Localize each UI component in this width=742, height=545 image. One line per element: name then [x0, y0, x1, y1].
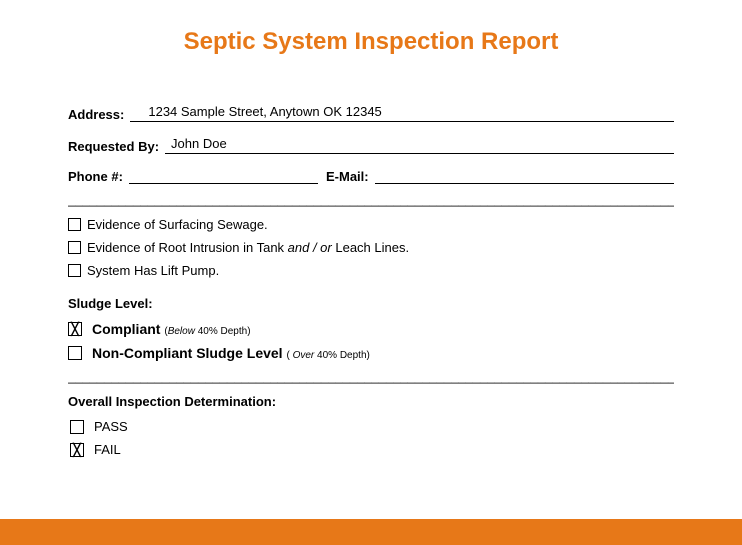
requested-by-row: Requested By: John Doe — [68, 136, 674, 154]
evidence-root-checkbox[interactable] — [68, 241, 81, 254]
sludge-compliant-label: Compliant (Below 40% Depth) — [92, 321, 251, 337]
phone-label: Phone #: — [68, 169, 129, 184]
phone-email-row: Phone #: E-Mail: — [68, 168, 674, 184]
page-title: Septic System Inspection Report — [68, 28, 674, 56]
determination-fail-checkbox[interactable]: ╳ — [70, 443, 84, 457]
sludge-noncompliant-paren-post: 40% Depth) — [314, 350, 370, 361]
address-value[interactable]: 1234 Sample Street, Anytown OK 12345 — [130, 104, 674, 122]
requested-by-label: Requested By: — [68, 139, 165, 154]
evidence-surfacing-row: Evidence of Surfacing Sewage. — [68, 217, 674, 232]
evidence-root-prefix: Evidence of Root Intrusion in Tank — [87, 240, 288, 255]
sludge-heading: Sludge Level: — [68, 296, 674, 311]
address-row: Address: 1234 Sample Street, Anytown OK … — [68, 104, 674, 122]
sludge-compliant-row: ╳ Compliant (Below 40% Depth) — [68, 321, 674, 337]
evidence-root-row: Evidence of Root Intrusion in Tank and /… — [68, 240, 674, 255]
evidence-surfacing-checkbox[interactable] — [68, 218, 81, 231]
determination-colon: : — [272, 394, 276, 409]
divider-1: ________________________________________… — [68, 192, 674, 207]
email-label: E-Mail: — [326, 169, 375, 184]
address-label: Address: — [68, 107, 130, 122]
sludge-noncompliant-checkbox[interactable] — [68, 346, 82, 360]
determination-pass-checkbox[interactable] — [70, 420, 84, 434]
determination-heading-text: Overall Inspection Determination — [68, 394, 272, 409]
determination-pass-row: PASS — [70, 419, 674, 434]
divider-2: ________________________________________… — [68, 369, 674, 384]
evidence-surfacing-label: Evidence of Surfacing Sewage. — [87, 217, 268, 232]
evidence-liftpump-label: System Has Lift Pump. — [87, 263, 219, 278]
bottom-accent-bar — [0, 519, 742, 545]
determination-heading: Overall Inspection Determination: — [68, 394, 674, 409]
sludge-noncompliant-row: Non-Compliant Sludge Level ( Over 40% De… — [68, 345, 674, 361]
evidence-liftpump-checkbox[interactable] — [68, 264, 81, 277]
determination-pass-label: PASS — [94, 419, 128, 434]
evidence-liftpump-row: System Has Lift Pump. — [68, 263, 674, 278]
evidence-root-suffix: Leach Lines. — [332, 240, 409, 255]
sludge-noncompliant-text: Non-Compliant Sludge Level — [92, 345, 283, 361]
sludge-compliant-paren-post: 40% Depth) — [195, 326, 251, 337]
email-value[interactable] — [375, 168, 674, 184]
determination-fail-label: FAIL — [94, 442, 121, 457]
evidence-root-italic: and / or — [288, 240, 332, 255]
sludge-compliant-paren-italic: Below — [168, 326, 195, 337]
determination-fail-row: ╳ FAIL — [70, 442, 674, 457]
phone-value[interactable] — [129, 168, 318, 184]
sludge-noncompliant-label: Non-Compliant Sludge Level ( Over 40% De… — [92, 345, 370, 361]
requested-by-value[interactable]: John Doe — [165, 136, 674, 154]
evidence-root-label: Evidence of Root Intrusion in Tank and /… — [87, 240, 409, 255]
sludge-compliant-text: Compliant — [92, 321, 160, 337]
sludge-noncompliant-paren-italic: Over — [290, 350, 314, 361]
sludge-compliant-checkbox[interactable]: ╳ — [68, 322, 82, 336]
